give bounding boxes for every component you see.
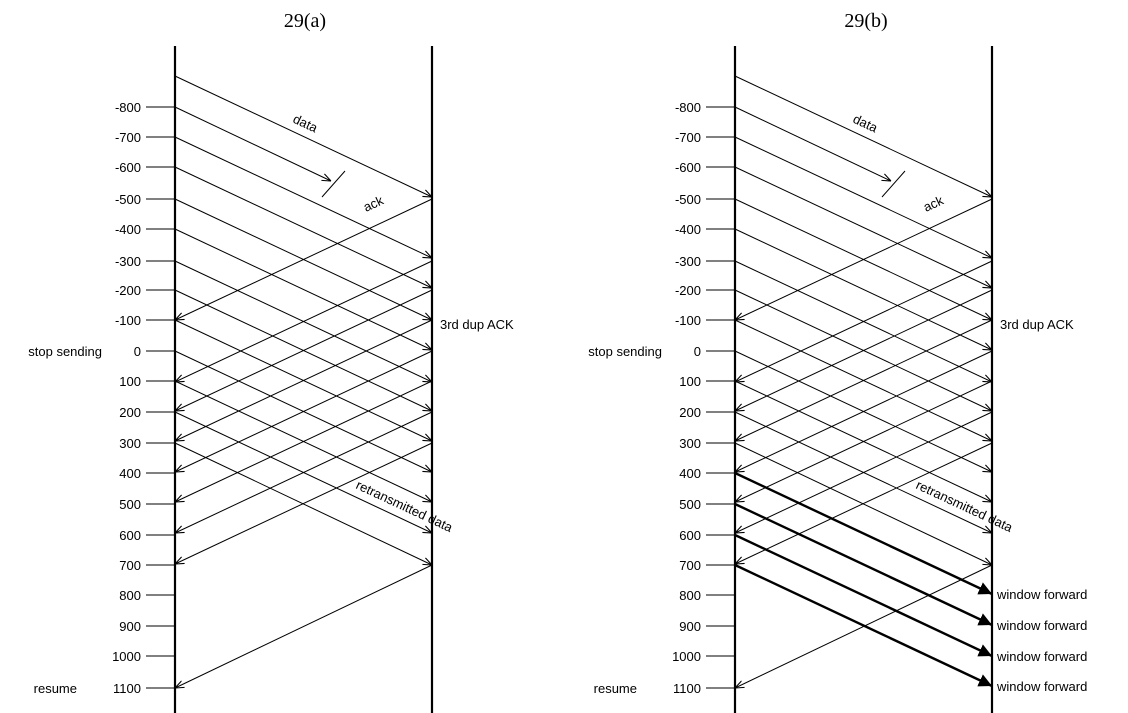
tick-label: 1000 — [112, 649, 141, 664]
window-forward-label: window forward — [996, 649, 1087, 664]
tick-label: 700 — [679, 558, 701, 573]
retransmitted-label: retransmitted data — [354, 477, 456, 535]
tick-label: -600 — [115, 160, 141, 175]
lost-data-arrow — [734, 106, 891, 181]
window-forward-label: window forward — [996, 679, 1087, 694]
tick-label: 400 — [119, 466, 141, 481]
tick-label: 1000 — [672, 649, 701, 664]
tick-label: -500 — [675, 192, 701, 207]
ack-arrow — [735, 260, 993, 382]
tick-label: -800 — [115, 100, 141, 115]
loss-cross-mark — [321, 170, 346, 198]
ack-label: ack — [361, 192, 386, 214]
panel-caption: 29(a) — [284, 10, 326, 32]
tick-label: 800 — [679, 588, 701, 603]
data-arrow — [734, 136, 992, 258]
loss-cross-mark — [881, 170, 906, 198]
tick-label: -200 — [115, 283, 141, 298]
tick-label: -700 — [675, 130, 701, 145]
side-label: resume — [594, 681, 637, 696]
data-label: data — [291, 111, 321, 136]
lost-data-arrow — [174, 106, 331, 181]
tick-label: -500 — [115, 192, 141, 207]
tick-label: -700 — [115, 130, 141, 145]
panel-caption: 29(b) — [844, 10, 887, 32]
window-forward-arrow — [734, 471, 993, 596]
tick-label: 500 — [119, 497, 141, 512]
side-label: resume — [34, 681, 77, 696]
ack-arrow — [175, 350, 433, 472]
final-ack-arrow — [175, 564, 433, 688]
window-forward-arrow — [734, 563, 993, 688]
dup-ack-label: 3rd dup ACK — [440, 317, 514, 332]
data-arrow — [174, 166, 432, 288]
data-arrow — [174, 136, 432, 258]
tick-label: -400 — [115, 222, 141, 237]
side-label: stop sending — [588, 344, 662, 359]
dup-ack-label: 3rd dup ACK — [1000, 317, 1074, 332]
tick-label: 1100 — [673, 681, 701, 696]
ack-arrow — [735, 198, 993, 320]
ack-arrow — [175, 411, 433, 533]
tick-label: -300 — [115, 254, 141, 269]
side-label: stop sending — [28, 344, 102, 359]
ack-arrow — [175, 198, 433, 320]
tick-label: 900 — [119, 619, 141, 634]
ack-arrow — [735, 289, 993, 411]
tick-label: 600 — [679, 528, 701, 543]
ack-arrow — [735, 319, 993, 441]
ack-arrow — [175, 380, 433, 502]
tick-label: 500 — [679, 497, 701, 512]
tick-label: 400 — [679, 466, 701, 481]
tick-label: 300 — [679, 436, 701, 451]
tick-label: 100 — [119, 374, 141, 389]
tick-label: -400 — [675, 222, 701, 237]
data-arrow — [174, 75, 432, 197]
window-forward-label: window forward — [996, 618, 1087, 633]
retransmitted-label: retransmitted data — [914, 477, 1016, 535]
tick-label: 1100 — [113, 681, 141, 696]
ack-arrow — [735, 350, 993, 472]
tick-label: 200 — [119, 405, 141, 420]
tick-label: 100 — [679, 374, 701, 389]
tick-label: -100 — [675, 313, 701, 328]
ack-arrow — [175, 260, 433, 382]
data-arrow — [734, 166, 992, 288]
ack-arrow — [175, 319, 433, 441]
data-arrow — [174, 228, 432, 350]
data-arrow — [734, 75, 992, 197]
window-forward-arrow — [734, 533, 993, 658]
tick-label: 800 — [119, 588, 141, 603]
window-forward-arrow — [734, 502, 993, 627]
tick-label: 0 — [694, 344, 701, 359]
tick-label: -300 — [675, 254, 701, 269]
tick-label: 600 — [119, 528, 141, 543]
tick-label: -200 — [675, 283, 701, 298]
ack-arrow — [735, 411, 993, 533]
tick-label: 900 — [679, 619, 701, 634]
retransmitted-data-arrow — [174, 442, 432, 565]
ack-arrow — [735, 380, 993, 502]
tick-label: -600 — [675, 160, 701, 175]
tick-label: 200 — [679, 405, 701, 420]
tick-label: -800 — [675, 100, 701, 115]
tick-label: -100 — [115, 313, 141, 328]
tick-label: 300 — [119, 436, 141, 451]
retransmitted-data-arrow — [734, 442, 992, 565]
ack-arrow — [175, 289, 433, 411]
window-forward-label: window forward — [996, 587, 1087, 602]
tick-label: 700 — [119, 558, 141, 573]
data-arrow — [734, 228, 992, 350]
tick-label: 0 — [134, 344, 141, 359]
ack-label: ack — [921, 192, 946, 214]
data-label: data — [851, 111, 881, 136]
